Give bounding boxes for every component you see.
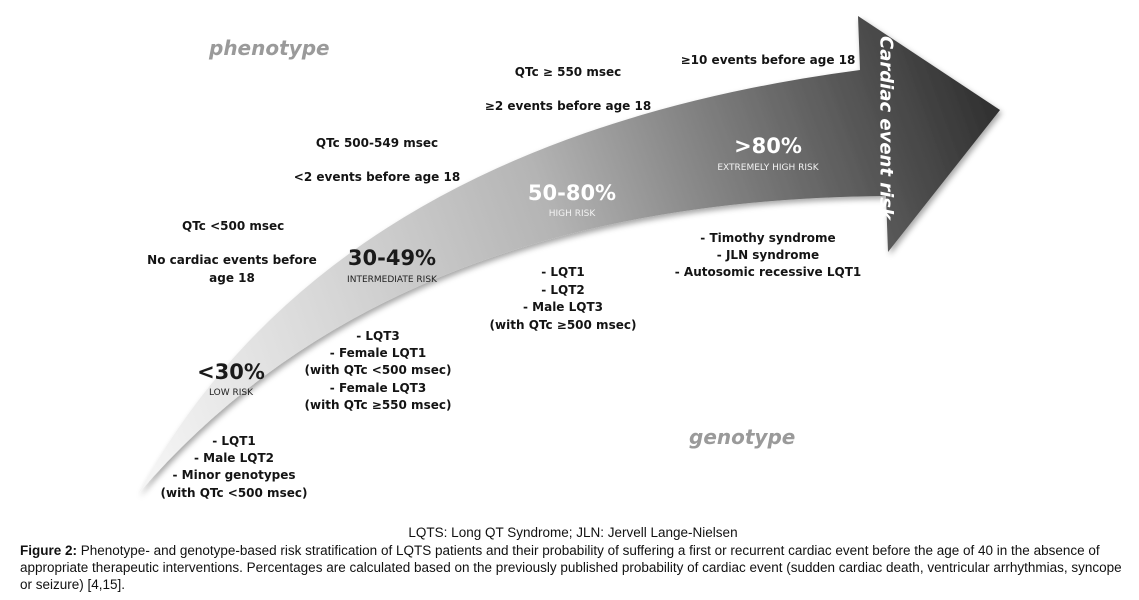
level3-phenotype-events: ≥2 events before age 18 bbox=[484, 99, 652, 113]
level1-phenotype-events: No cardiac events before bbox=[147, 253, 317, 267]
level1-phenotype-qtc: QTc <500 msec bbox=[182, 219, 285, 233]
level4-risk: EXTREMELY HIGH RISK bbox=[717, 163, 819, 173]
level4-genotype-2: - JLN syndrome bbox=[716, 248, 820, 262]
level2-phenotype-events: <2 events before age 18 bbox=[293, 170, 461, 184]
level4-genotype-1: - Timothy syndrome bbox=[700, 231, 836, 245]
level3-percent: 50-80% bbox=[527, 181, 617, 205]
level2-percent: 30-49% bbox=[347, 246, 437, 270]
level3-genotype-3: - Male LQT3 bbox=[522, 300, 604, 314]
phenotype-label: phenotype bbox=[209, 36, 330, 60]
level1-genotype-1: - LQT1 bbox=[212, 434, 256, 448]
figure-caption-text: Phenotype- and genotype-based risk strat… bbox=[20, 543, 1122, 592]
level2-risk: INTERMEDIATE RISK bbox=[347, 275, 437, 285]
level2-genotype-1: - LQT3 bbox=[356, 329, 400, 343]
level3-genotype-4: (with QTc ≥500 msec) bbox=[489, 318, 637, 332]
level3-genotype-2: - LQT2 bbox=[541, 283, 585, 297]
abbreviation-legend: LQTS: Long QT Syndrome; JLN: Jervell Lan… bbox=[408, 525, 738, 540]
risk-arrow-body bbox=[138, 16, 1000, 494]
figure-caption: Figure 2: Phenotype- and genotype-based … bbox=[20, 542, 1130, 593]
level1-percent: <30% bbox=[197, 360, 265, 384]
level1-genotype-4: (with QTc <500 msec) bbox=[160, 486, 308, 500]
level4-genotype-3: - Autosomic recessive LQT1 bbox=[674, 265, 862, 279]
level1-phenotype-age: age 18 bbox=[209, 271, 255, 285]
level1-genotype-3: - Minor genotypes bbox=[172, 468, 296, 482]
level2-genotype-5: (with QTc ≥550 msec) bbox=[304, 398, 452, 412]
level3-phenotype-qtc: QTc ≥ 550 msec bbox=[514, 65, 622, 79]
figure-label: Figure 2: bbox=[20, 543, 78, 558]
level4-phenotype-events: ≥10 events before age 18 bbox=[680, 53, 856, 67]
level2-genotype-2: - Female LQT1 bbox=[329, 346, 427, 360]
level2-genotype-4: - Female LQT3 bbox=[329, 381, 427, 395]
level1-risk: LOW RISK bbox=[208, 388, 254, 398]
axis-label: Cardiac event risk bbox=[875, 36, 897, 220]
level2-genotype-3: (with QTc <500 msec) bbox=[304, 363, 452, 377]
level3-genotype-1: - LQT1 bbox=[541, 265, 585, 279]
level1-genotype-2: - Male LQT2 bbox=[193, 451, 275, 465]
level4-percent: >80% bbox=[734, 134, 802, 158]
level2-phenotype-qtc: QTc 500-549 msec bbox=[315, 136, 439, 150]
level3-risk: HIGH RISK bbox=[548, 209, 596, 219]
genotype-label: genotype bbox=[689, 425, 796, 449]
